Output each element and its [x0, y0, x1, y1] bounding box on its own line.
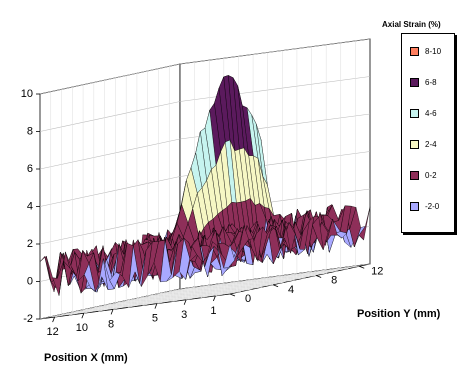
legend-item: 0-2: [410, 170, 437, 180]
gridline-y-floor: [93, 282, 284, 308]
legend-label: 6-8: [425, 77, 437, 87]
gridline-z: [39, 76, 371, 132]
legend-item: 2-4: [410, 139, 437, 149]
legend-item: 4-6: [410, 108, 437, 118]
y-tick-mark: [359, 265, 365, 269]
gridline-y-floor: [50, 291, 241, 317]
y-tick-label: 8: [331, 275, 337, 287]
legend-item: 8-10: [410, 46, 441, 56]
legend-label: 4-6: [425, 108, 437, 118]
y-tick-label: 4: [288, 284, 294, 296]
gridline-y-floor: [104, 279, 295, 306]
gridline-y-floor: [72, 286, 263, 313]
x-tick-label: 3: [181, 309, 187, 321]
x-tick-mark: [183, 299, 187, 305]
gridline-z: [39, 38, 371, 95]
gridline-y-floor: [147, 270, 338, 297]
gridline-y-floor: [169, 266, 360, 292]
gridline-y-floor: [136, 272, 327, 299]
z-tick-label: 6: [27, 163, 33, 175]
legend-label: 2-4: [425, 139, 437, 149]
z-tick-label: 8: [27, 126, 33, 138]
x-tick-mark: [52, 316, 55, 323]
z-tick-label: 0: [27, 276, 33, 288]
y-tick-label: 12: [371, 265, 383, 277]
gridline-y-floor: [61, 289, 252, 315]
x-tick-label: 10: [76, 322, 88, 334]
legend-item: -2-0: [410, 201, 439, 211]
legend-label: 8-10: [425, 46, 442, 56]
z-tick-label: -2: [23, 313, 33, 325]
x-tick-mark: [81, 313, 85, 319]
legend-item: 6-8: [410, 77, 437, 87]
z-tick-label: 2: [27, 238, 33, 250]
y-axis-title: Position Y (mm): [357, 308, 441, 320]
gridline-y-floor: [158, 268, 349, 294]
legend-label: 0-2: [425, 170, 437, 180]
x-axis-title: Position X (mm): [44, 352, 128, 364]
z-tick-label: 10: [21, 88, 33, 100]
legend-swatch: [410, 46, 419, 56]
legend-swatch: [410, 108, 419, 118]
legend-swatch: [410, 139, 419, 149]
x-tick-mark: [213, 295, 216, 302]
legend-swatch: [410, 201, 419, 211]
y-tick-mark: [272, 284, 279, 288]
legend-swatch: [410, 77, 419, 87]
gridline-z: [39, 113, 371, 170]
legend-label: -2-0: [425, 201, 440, 211]
x-tick-label: 1: [210, 305, 216, 317]
y-tick-label: 0: [245, 293, 251, 305]
legend-swatch: [410, 170, 419, 180]
x-tick-mark: [154, 303, 158, 309]
x-tick-label: 5: [152, 313, 158, 325]
legend: 8-10 6-8 4-6 2-4 0-2 -2-0: [401, 33, 455, 233]
x-tick-mark: [110, 309, 114, 315]
y-tick-mark: [229, 293, 236, 297]
surface-cell: [223, 243, 235, 269]
y-tick-mark: [316, 275, 322, 278]
legend-title: Axial Strain (%): [382, 20, 441, 29]
gridline-y-floor: [83, 284, 274, 311]
gridline-y-floor: [126, 275, 317, 301]
gridline-y-floor: [115, 277, 306, 304]
strain-surface: [39, 75, 371, 296]
x-tick-label: 8: [108, 318, 114, 330]
gridline-z: [39, 151, 371, 207]
z-tick-label: 4: [27, 201, 33, 213]
x-tick-label: 12: [46, 326, 58, 338]
gridline-z: [39, 263, 371, 320]
